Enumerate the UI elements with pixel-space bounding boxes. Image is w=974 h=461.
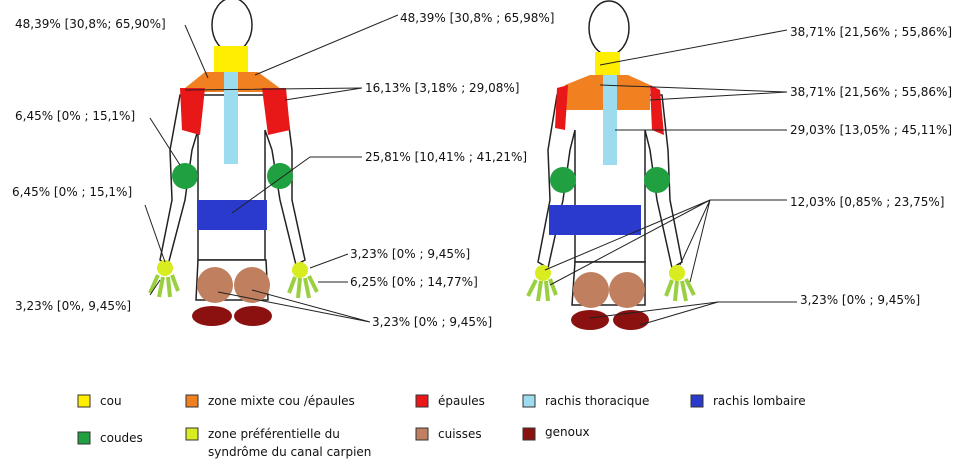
legend-label: syndrôme du canal carpien bbox=[208, 445, 371, 459]
stat-label: 6,25% [0% ; 14,77%] bbox=[350, 275, 478, 289]
legend-label: cuisses bbox=[438, 427, 482, 441]
body-figure-left bbox=[150, 0, 317, 326]
legend-swatch bbox=[523, 395, 535, 407]
legend-label: genoux bbox=[545, 425, 590, 439]
legend-swatch bbox=[186, 428, 198, 440]
stat-label: 48,39% [30,8% ; 65,98%] bbox=[400, 11, 554, 25]
legend-label: cou bbox=[100, 394, 122, 408]
legend-label: zone préférentielle du bbox=[208, 427, 340, 441]
diagram: 48,39% [30,8%; 65,90%] 48,39% [30,8% ; 6… bbox=[0, 0, 974, 461]
stat-label: 3,23% [0% ; 9,45%] bbox=[350, 247, 470, 261]
stat-label: 3,23% [0% ; 9,45%] bbox=[800, 293, 920, 307]
stat-label: 38,71% [21,56% ; 55,86%] bbox=[790, 85, 952, 99]
legend-swatch bbox=[416, 428, 428, 440]
legend-label: coudes bbox=[100, 431, 143, 445]
legend-swatch bbox=[691, 395, 703, 407]
legend-swatch bbox=[523, 428, 535, 440]
stat-label: 16,13% [3,18% ; 29,08%] bbox=[365, 81, 519, 95]
body-figure-right bbox=[528, 1, 694, 330]
stat-label: 6,45% [0% ; 15,1%] bbox=[15, 109, 135, 123]
legend-swatch bbox=[78, 432, 90, 444]
stat-label: 25,81% [10,41% ; 41,21%] bbox=[365, 150, 527, 164]
stat-label: 6,45% [0% ; 15,1%] bbox=[12, 185, 132, 199]
stat-label: 3,23% [0% ; 9,45%] bbox=[372, 315, 492, 329]
legend-swatch bbox=[416, 395, 428, 407]
stat-label: 48,39% [30,8%; 65,90%] bbox=[15, 17, 166, 31]
labels-right: 38,71% [21,56% ; 55,86%] 38,71% [21,56% … bbox=[790, 25, 952, 307]
legend-label: épaules bbox=[438, 394, 485, 408]
stat-label: 12,03% [0,85% ; 23,75%] bbox=[790, 195, 944, 209]
stat-label: 38,71% [21,56% ; 55,86%] bbox=[790, 25, 952, 39]
legend-label: rachis lombaire bbox=[713, 394, 806, 408]
legend-label: zone mixte cou /épaules bbox=[208, 394, 355, 408]
legend-swatch bbox=[186, 395, 198, 407]
legend: cou zone mixte cou /épaules épaules rach… bbox=[78, 394, 806, 459]
legend-label: rachis thoracique bbox=[545, 394, 649, 408]
stat-label: 3,23% [0%, 9,45%] bbox=[15, 299, 131, 313]
stat-label: 29,03% [13,05% ; 45,11%] bbox=[790, 123, 952, 137]
legend-swatch bbox=[78, 395, 90, 407]
